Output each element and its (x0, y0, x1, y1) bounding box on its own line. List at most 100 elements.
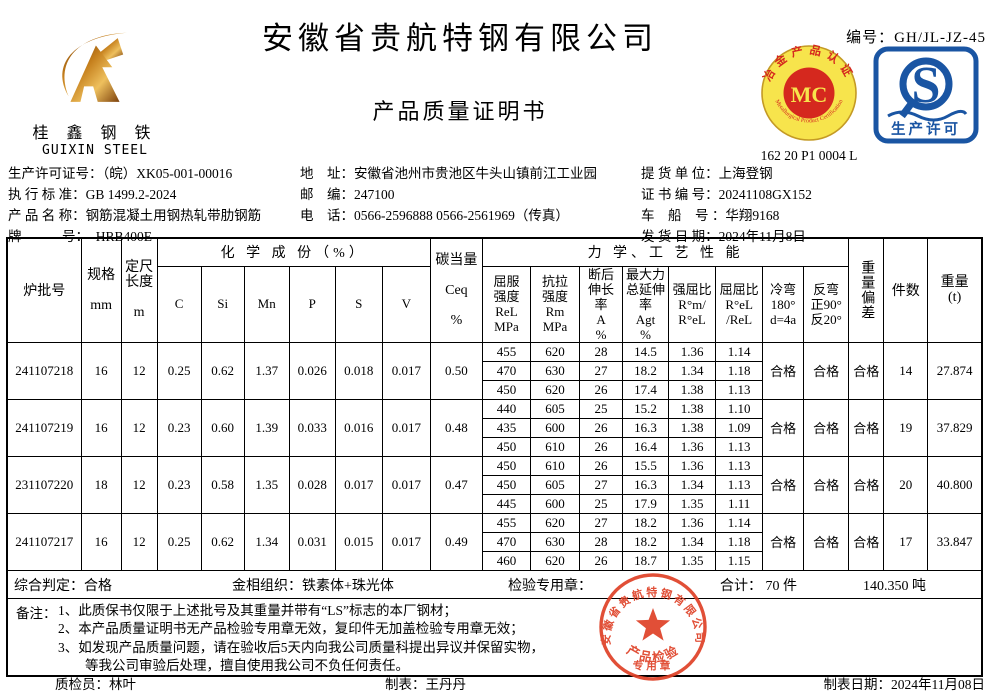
mech-value: 16.3 (622, 474, 670, 495)
notes-lines: 1、此质保书仅限于上述批号及其重量并带有“LS”标志的本厂钢材； 2、本产品质量… (58, 602, 544, 675)
col-group-mechanical-properties: 力 学、工 艺 性 能 (481, 237, 850, 267)
mech-value: 1.36 (668, 455, 717, 476)
logo-english-name: GUIXIN STEEL (42, 143, 148, 158)
inspection-stamp: 安徽省贵航特钢有限公司 产品检验 专用章 (599, 573, 707, 681)
col-header-carbon-equivalent: 碳当量 Ceq % (429, 237, 483, 343)
chem-c: 0.25 (156, 512, 202, 571)
mech-value: 27 (578, 360, 624, 381)
cold-bend-result: 合格 (762, 512, 805, 571)
batch-row-2-sub-2: 445 600 25 17.9 1.35 1.11 (7, 493, 982, 514)
col-header-pieces: 件数 (883, 237, 929, 343)
stamp-line2-text: 专用章 (633, 659, 674, 672)
phone-value: 0566-2596888 0566-2561969（传真） (354, 208, 569, 223)
mech-value: 450 (481, 455, 531, 476)
mech-value: 26 (578, 436, 624, 457)
license-number-value: （皖）XK05-001-00016 (102, 166, 233, 181)
chem-p: 0.028 (288, 455, 336, 514)
vehicle-number-label: 车 船 号 ： (641, 208, 726, 223)
certificate-number-line: 证 书 编 号：20241108GX152 (641, 184, 812, 205)
standard-label: 执 行 标 准： (8, 187, 86, 202)
col-header-yield-ratio: 屈屈比 R°eL /ReL (715, 265, 764, 343)
mech-value: 1.13 (715, 379, 764, 400)
mech-value: 620 (529, 341, 581, 362)
col-header-mn: Mn (243, 265, 290, 343)
batch-row-3-sub-1: 470 630 28 18.2 1.34 1.18 (7, 531, 982, 552)
postcode-value: 247100 (354, 187, 395, 202)
chem-mn: 1.34 (243, 512, 290, 571)
chem-v: 0.017 (381, 341, 431, 400)
chem-p: 0.033 (288, 398, 336, 457)
col-header-reverse-bend: 反弯 正90° 反20° (803, 265, 850, 343)
col-header-elongation: 断后 伸长 率 A % (578, 265, 624, 343)
cold-bend-result: 合格 (762, 455, 805, 514)
carbon-equivalent: 0.50 (429, 341, 483, 400)
standard-value: GB 1499.2-2024 (85, 187, 177, 202)
mech-value: 1.34 (668, 531, 717, 552)
consignee-label: 提 货 单 位： (641, 166, 719, 181)
reverse-bend-result: 合格 (803, 341, 850, 400)
spec-mm: 18 (80, 455, 122, 514)
serial-label: 编号： (846, 30, 895, 46)
certificate-serial-number: 编号：GH/JL-JZ-45 (846, 26, 986, 47)
note-line-2: 2、本产品质量证明书无产品检验专用章无效，复印件无加盖检验专用章无效； (58, 621, 524, 636)
mech-value: 470 (481, 360, 531, 381)
note-line-1: 1、此质保书仅限于上述批号及其重量并带有“LS”标志的本厂钢材； (58, 602, 457, 618)
heat-batch-number: 231107220 (6, 455, 82, 514)
mech-value: 1.14 (715, 341, 764, 362)
consignee-value: 上海登钢 (718, 166, 773, 181)
weight-deviation-result: 合格 (848, 341, 885, 400)
chem-si: 0.62 (200, 341, 245, 400)
spec-mm: 16 (80, 398, 122, 457)
document-title: 产品质量证明书 (372, 99, 548, 124)
chem-mn: 1.39 (243, 398, 290, 457)
chem-si: 0.62 (200, 512, 245, 571)
reverse-bend-result: 合格 (803, 512, 850, 571)
heat-batch-number: 241107219 (6, 398, 82, 457)
chem-v: 0.017 (381, 512, 431, 571)
mech-value: 1.14 (715, 512, 764, 533)
notes-label: 备注： (16, 605, 57, 621)
reverse-bend-result: 合格 (803, 455, 850, 514)
weight-tons: 27.874 (927, 341, 983, 400)
certificate-number-label: 证 书 编 号： (641, 187, 719, 202)
chem-s: 0.016 (334, 398, 383, 457)
mc-badge-letters: MC (791, 82, 828, 107)
mech-value: 445 (481, 493, 531, 514)
chem-s: 0.015 (334, 512, 383, 571)
col-header-spec: 规格 mm (80, 237, 122, 343)
mech-value: 15.5 (622, 455, 670, 476)
weight-deviation-result: 合格 (848, 512, 885, 571)
product-name-value: 钢筋混凝土用钢热轧带肋钢筋 (85, 208, 262, 223)
mech-value: 620 (529, 550, 581, 571)
pieces-count: 20 (883, 455, 929, 514)
qs-badge-icon: S 生产许可 (873, 46, 979, 144)
certificate-number-value: 20241108GX152 (718, 187, 812, 202)
mech-value: 14.5 (622, 341, 670, 362)
batch-row-3-sub-0: 241107217 16 12 0.25 0.62 1.34 0.031 0.015 0.017… (6, 512, 983, 571)
chem-s: 0.018 (334, 341, 383, 400)
qs-badge-label: 生产许可 (891, 120, 961, 138)
mc-certificate-code: 162 20 P1 0004 L (760, 148, 858, 163)
col-header-heat-batch: 炉批号 (6, 237, 82, 343)
product-name-line: 产 品 名 称：钢筋混凝土用钢热轧带肋钢筋 (8, 205, 261, 226)
batch-row-2-sub-0: 231107220 18 12 0.23 0.58 1.35 0.028 0.017 0.017… (6, 455, 983, 514)
pieces-count: 19 (883, 398, 929, 457)
mech-value: 15.2 (622, 398, 670, 419)
col-header-cold-bend: 冷弯 180° d=4a (762, 265, 805, 343)
mech-value: 1.35 (668, 493, 717, 514)
mech-value: 610 (529, 436, 581, 457)
qs-badge-letter: S (912, 57, 941, 114)
col-header-strength-yield-ratio: 强屈比 R°m/ R°eL (668, 265, 717, 343)
mech-value: 1.38 (668, 379, 717, 400)
heat-batch-number: 241107217 (6, 512, 82, 571)
weight-deviation-result: 合格 (848, 455, 885, 514)
col-header-yield-strength: 屈服 强度 ReL MPa (481, 265, 531, 343)
batch-row-0-sub-2: 450 620 26 17.4 1.38 1.13 (7, 379, 982, 400)
chem-si: 0.58 (200, 455, 245, 514)
production-license-badge: S 生产许可 (872, 46, 982, 151)
mech-value: 460 (481, 550, 531, 571)
phone-label: 电 话： (300, 208, 354, 223)
metallographic-structure: 金相组织：铁素体+珠光体 (232, 578, 394, 594)
chem-p: 0.031 (288, 512, 336, 571)
